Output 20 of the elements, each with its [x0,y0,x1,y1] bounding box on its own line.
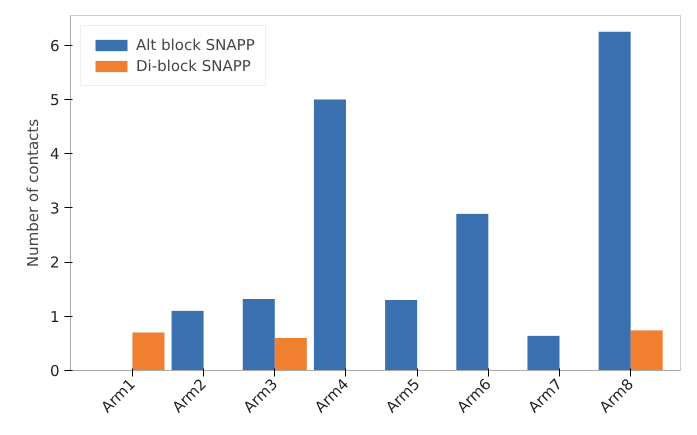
bar [314,100,346,370]
y-tick-label: 6 [50,36,60,55]
bar [385,300,418,370]
bar [242,298,275,370]
bar [598,32,631,370]
y-tick-label: 5 [50,91,60,110]
bar [274,338,307,370]
bar [630,330,663,370]
bar [456,214,488,370]
bar [132,332,164,370]
y-tick-label: 4 [50,145,60,164]
legend-label: Alt block SNAPP [136,36,255,54]
bar [527,336,560,370]
y-tick-label: 2 [50,254,60,272]
y-tick-label: 1 [50,308,60,326]
y-tick-label: 0 [50,362,60,380]
y-tick-label: 3 [50,199,60,218]
legend-label: Di-block SNAPP [136,57,251,75]
y-axis-title: Number of contacts [24,118,42,268]
bar [172,310,204,370]
